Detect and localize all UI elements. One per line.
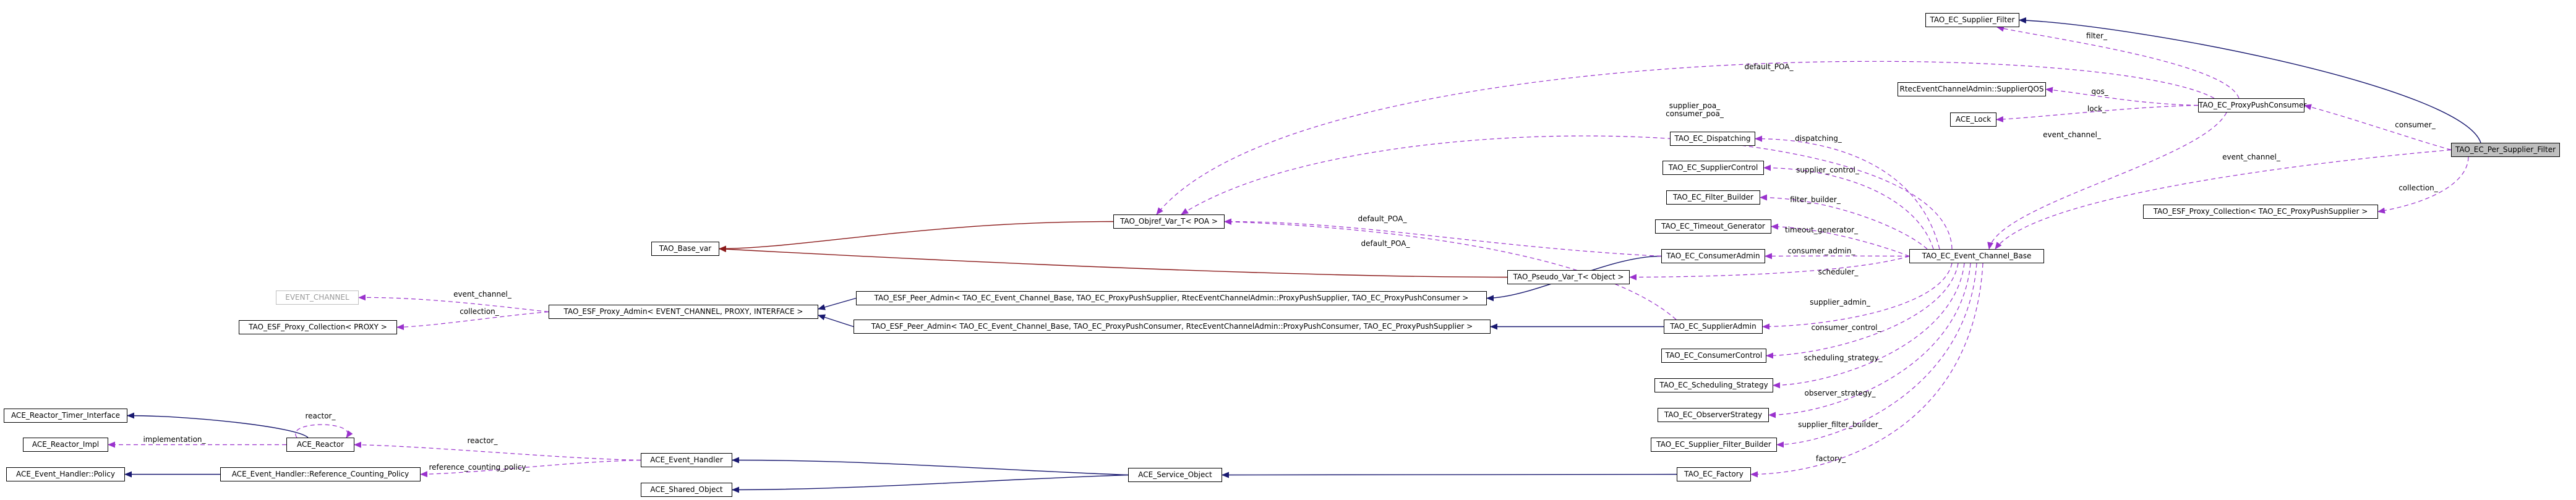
node-ace-reactor-timer-interface[interactable]: ACE_Reactor_Timer_Interface [4, 409, 127, 423]
node-supplier-filter-builder[interactable]: TAO_EC_Supplier_Filter_Builder [1651, 438, 1777, 452]
edge-observer-strategy [1768, 263, 1971, 418]
edge-peer-admin-consumer-inherits-proxy-admin [818, 314, 854, 328]
edge-scheduling-strategy-label: scheduling_strategy_ [1804, 354, 1883, 362]
node-event-channel-template[interactable]: EVENT_CHANNEL [276, 290, 359, 305]
node-ace-shared-object[interactable]: ACE_Shared_Object [641, 483, 732, 497]
edge-event-channel-filter-label: event_channel_ [2222, 153, 2281, 161]
node-supplier-admin[interactable]: TAO_EC_SupplierAdmin [1664, 320, 1763, 334]
edge-factory [1750, 263, 1983, 478]
edge-factory-label: factory_ [1816, 454, 1846, 463]
node-ace-lock[interactable]: ACE_Lock [1950, 112, 1996, 127]
node-ace-service-object[interactable]: ACE_Service_Object [1128, 468, 1222, 482]
edge-filter-builder [1760, 194, 1928, 250]
edge-collection-label: collection_ [2398, 184, 2439, 192]
node-dispatching[interactable]: TAO_EC_Dispatching [1670, 132, 1755, 146]
edge-implementation-label: implementation_ [143, 435, 206, 444]
edge-scheduler [1629, 255, 1910, 281]
edge-pseudo-var-inherits-base-var [719, 246, 1508, 278]
node-observer-strategy[interactable]: TAO_EC_ObserverStrategy [1658, 408, 1769, 422]
edge-observer-strategy-label: observer_strategy_ [1805, 389, 1876, 397]
edge-consumer [2304, 104, 2452, 151]
edge-reactor-self [295, 424, 353, 438]
edge-default-poa-top [1156, 61, 2215, 215]
node-proxy-collection-pps[interactable]: TAO_ESF_Proxy_Collection< TAO_EC_ProxyPu… [2143, 205, 2378, 219]
edge-supplier-consumer-poa-label: supplier_poa_ [1669, 101, 1721, 110]
edge-filter [1996, 25, 2240, 99]
edge-timeout-generator-label: timeout_generator_ [1785, 226, 1859, 234]
node-ace-event-handler[interactable]: ACE_Event_Handler [641, 453, 732, 467]
node-supplier-filter[interactable]: TAO_EC_Supplier_Filter [1925, 13, 2019, 27]
edge-dispatching-label: dispatching_ [1795, 134, 1842, 143]
edge-per-filter-inherits-supplier-filter [2019, 17, 2481, 143]
node-ace-reactor[interactable]: ACE_Reactor [286, 438, 354, 452]
edge-peer-admin-supplier-inherits-proxy-admin [818, 297, 857, 310]
edge-event-channel-admin-label: event_channel_ [453, 290, 512, 299]
node-peer-admin-consumer[interactable]: TAO_ESF_Peer_Admin< TAO_EC_Event_Channel… [854, 320, 1491, 334]
edge-reference-counting-policy-label: reference_counting_policy_ [429, 463, 530, 472]
node-proxy-collection-template[interactable]: TAO_ESF_Proxy_Collection< PROXY > [239, 320, 397, 334]
edge-consumer-admin-label: consumer_admin_ [1787, 247, 1855, 255]
edge-reactor-eh-label: reactor_ [468, 436, 499, 445]
edge-consumer-control [1766, 263, 1959, 359]
node-ace-eh-reference-counting-policy[interactable]: ACE_Event_Handler::Reference_Counting_Po… [220, 467, 421, 481]
node-proxy-push-consumer[interactable]: TAO_EC_ProxyPushConsumer [2198, 98, 2306, 112]
edge-supplier-admin-label: supplier_admin_ [1810, 298, 1871, 307]
edge-service-object-inherits-event-handler [732, 457, 1129, 476]
edge-default-poa-sa-label: default_POA_ [1361, 239, 1411, 248]
node-base-var[interactable]: TAO_Base_var [651, 242, 719, 256]
edge-default-poa-top-label: default_POA_ [1745, 62, 1794, 71]
edge-filter-label: filter_ [2086, 32, 2108, 40]
node-ace-eh-policy[interactable]: ACE_Event_Handler::Policy [6, 467, 125, 481]
edge-timeout-generator [1771, 223, 1910, 257]
edge-reactor-inherits-timer-interface [127, 412, 309, 438]
node-event-channel-base[interactable]: TAO_EC_Event_Channel_Base [1909, 249, 2044, 263]
edge-supplier-filter-builder-label: supplier_filter_builder_ [1798, 420, 1883, 429]
edge-supplier-consumer-poa-label: consumer_poa_ [1666, 109, 1724, 118]
edge-default-poa-ca [1224, 218, 1662, 257]
edge-qos [2045, 87, 2199, 106]
node-consumer-admin[interactable]: TAO_EC_ConsumerAdmin [1661, 249, 1765, 263]
edge-consumer-label: consumer_ [2395, 121, 2436, 129]
edge-event-channel-ppc-label: event_channel_ [2043, 130, 2102, 139]
node-ec-factory[interactable]: TAO_EC_Factory [1677, 467, 1751, 481]
node-proxy-admin[interactable]: TAO_ESF_Proxy_Admin< EVENT_CHANNEL, PROX… [549, 305, 818, 319]
node-consumer-control[interactable]: TAO_EC_ConsumerControl [1661, 349, 1766, 363]
edge-qos-label: qos_ [2091, 87, 2108, 96]
edge-event-channel-ppc [1987, 112, 2227, 250]
node-filter-builder[interactable]: TAO_EC_Filter_Builder [1666, 190, 1760, 205]
node-per-supplier-filter[interactable]: TAO_EC_Per_Supplier_Filter [2451, 143, 2560, 157]
edge-collection-admin [396, 311, 549, 331]
node-peer-admin-supplier[interactable]: TAO_ESF_Peer_Admin< TAO_EC_Event_Channel… [856, 291, 1487, 305]
edge-reactor-eh [354, 441, 641, 461]
edge-service-object-inherits-shared-object [732, 474, 1129, 493]
edge-objref-var-inherits-base-var [719, 221, 1114, 252]
edge-filter-builder-label: filter_builder_ [1790, 195, 1841, 204]
edge-event-channel-filter [1995, 149, 2452, 250]
edge-event-channel-admin [358, 294, 549, 313]
edge-dispatching [1755, 135, 1940, 250]
edge-default-poa-ca-label: default_POA_ [1358, 214, 1408, 223]
node-scheduling-strategy[interactable]: TAO_EC_Scheduling_Strategy [1654, 378, 1773, 392]
edge-collection [2377, 156, 2469, 214]
edge-consumer-control-label: consumer_control_ [1811, 323, 1881, 332]
node-timeout-generator[interactable]: TAO_EC_Timeout_Generator [1655, 219, 1771, 234]
edge-supplier-control-label: supplier_control_ [1796, 166, 1860, 174]
edge-supplier-admin [1762, 263, 1953, 330]
edge-supplier-consumer-poa [1181, 135, 1953, 250]
edge-scheduling-strategy [1773, 263, 1965, 389]
edge-supplier-control [1763, 164, 1934, 250]
node-supplier-qos[interactable]: RtecEventChannelAdmin::SupplierQOS [1898, 82, 2046, 96]
node-objref-var[interactable]: TAO_Objref_Var_T< POA > [1113, 214, 1225, 229]
edge-lock [1996, 104, 2199, 122]
node-ace-reactor-impl[interactable]: ACE_Reactor_Impl [23, 438, 108, 452]
edge-reactor-self-label: reactor_ [306, 412, 336, 420]
edge-scheduler-label: scheduler_ [1818, 268, 1859, 276]
node-pseudo-var[interactable]: TAO_Pseudo_Var_T< Object > [1507, 270, 1630, 284]
edge-lock-label: lock_ [2087, 104, 2107, 113]
edge-reference-counting-policy [420, 459, 641, 478]
edge-collection-admin-label: collection_ [460, 307, 500, 316]
node-supplier-control[interactable]: TAO_EC_SupplierControl [1662, 161, 1764, 175]
